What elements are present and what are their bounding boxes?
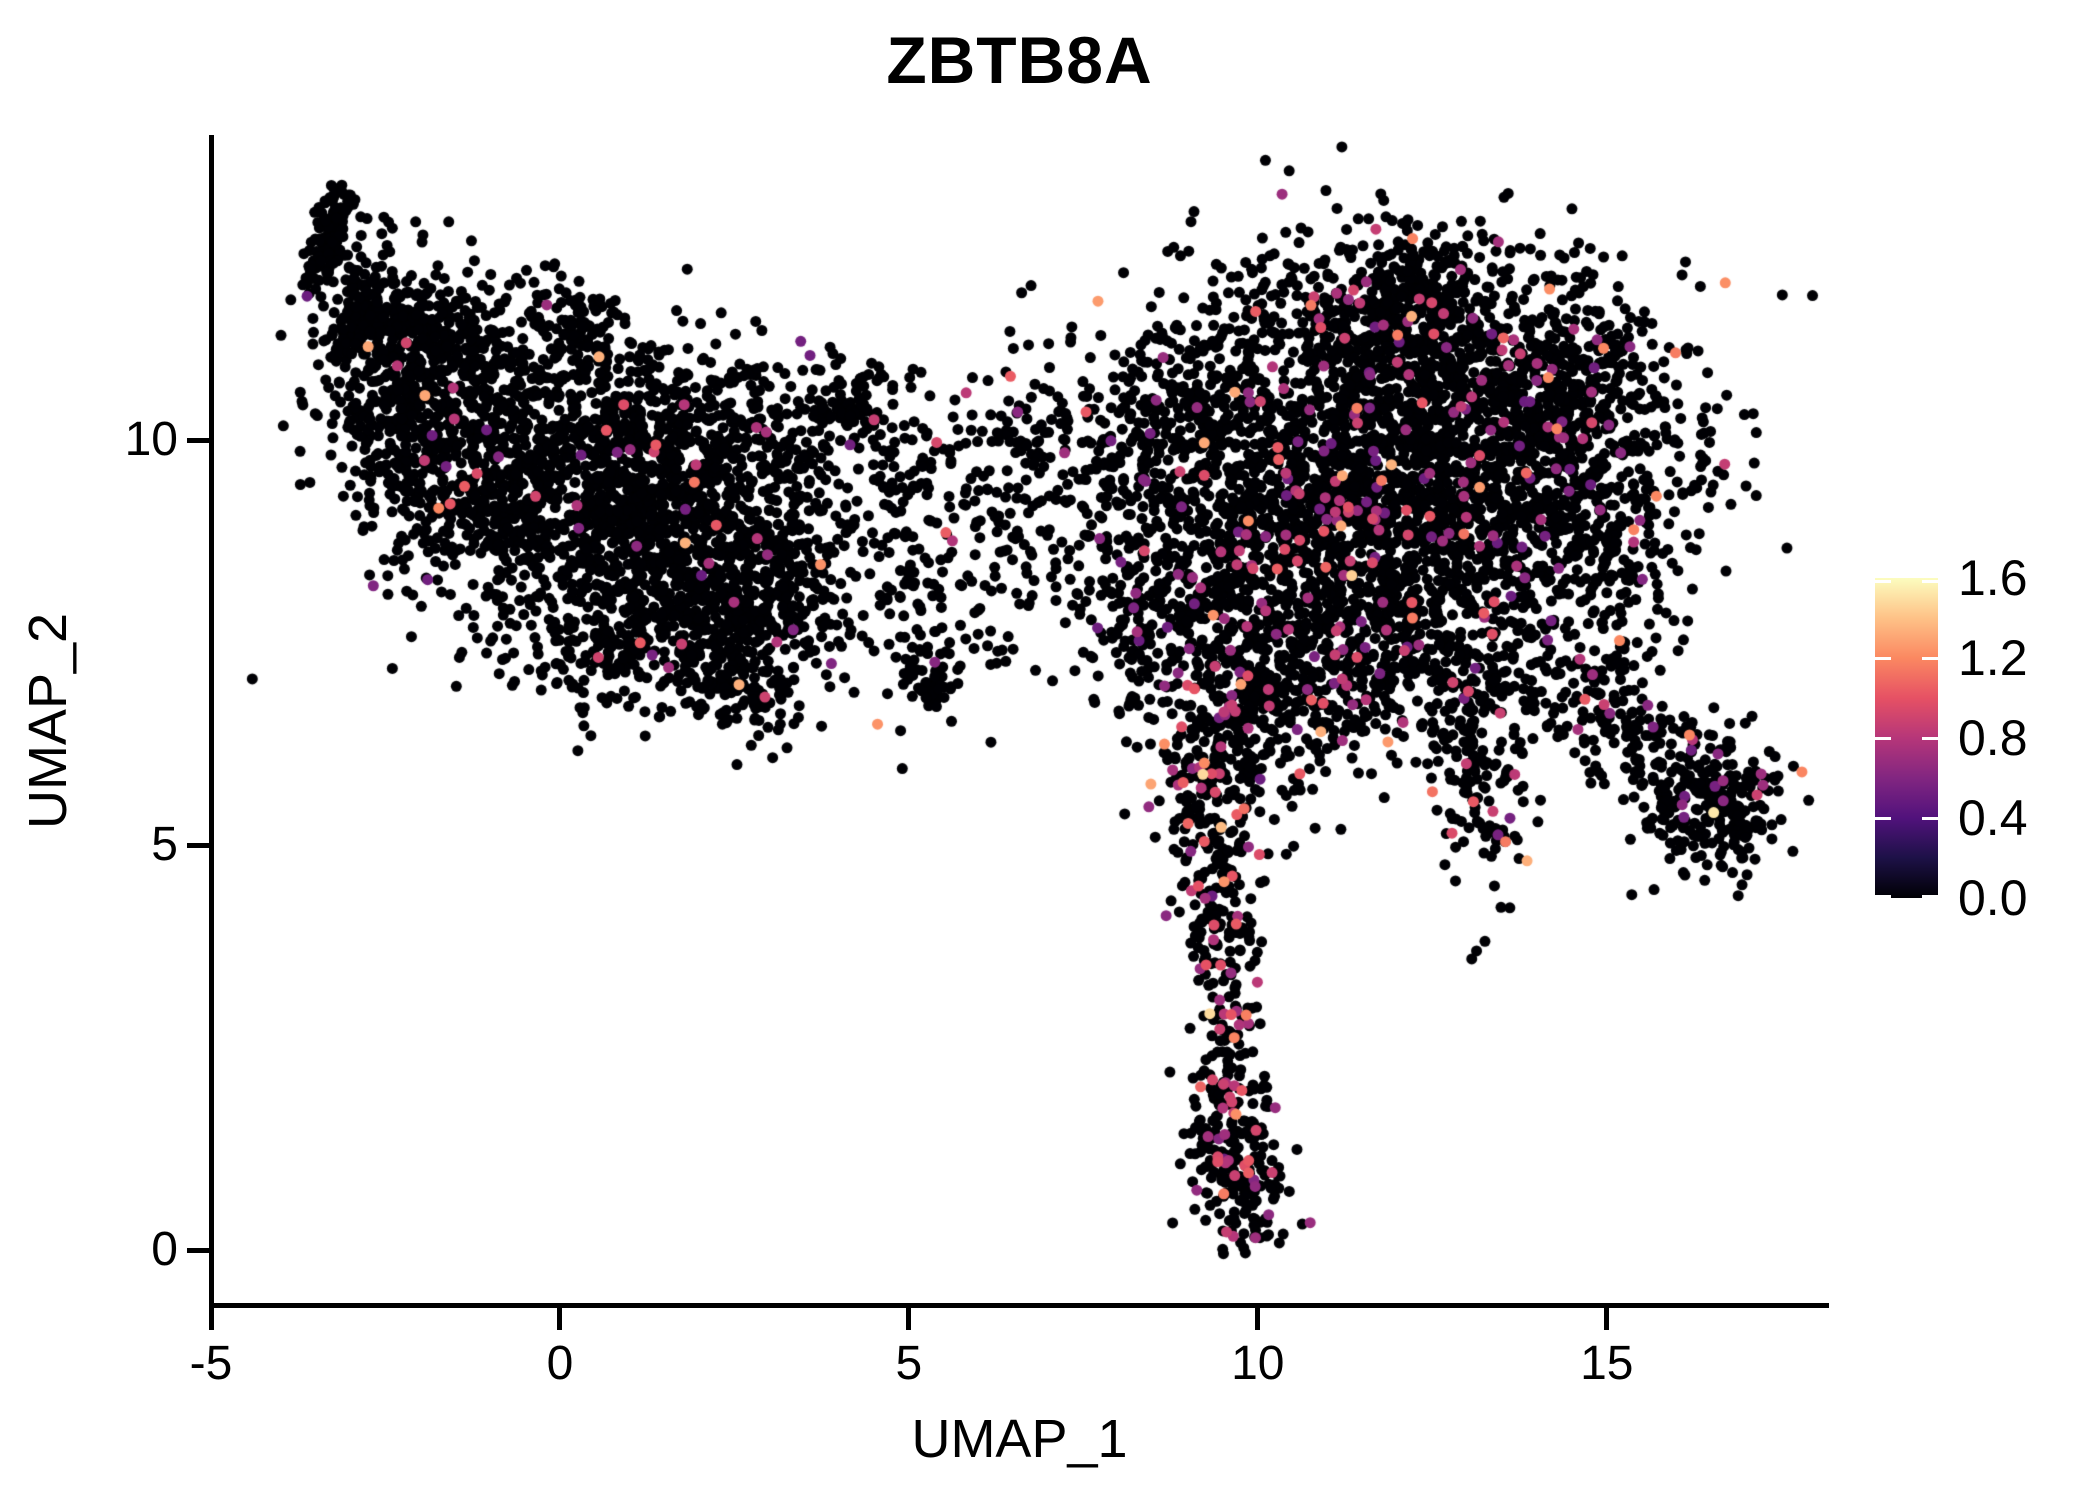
colorbar-tick-mark [1875,656,1891,660]
x-tick-mark [208,1308,214,1330]
x-axis-line [209,1303,1829,1308]
y-tick-mark [187,1247,209,1253]
colorbar-tick-label: 0.0 [1958,870,2028,926]
y-axis-title: UMAP_2 [18,612,78,830]
x-tick-label: 5 [895,1337,923,1390]
y-tick-label: 10 [124,413,178,467]
colorbar-tick-mark [1922,736,1938,740]
x-tick-label: -5 [189,1337,233,1390]
y-tick-label: 5 [151,818,178,872]
colorbar-tick-mark [1875,580,1891,583]
y-tick-mark [187,437,209,443]
colorbar-tick-mark [1875,736,1891,740]
x-tick-mark [1604,1308,1610,1330]
colorbar-tick-mark [1922,816,1938,820]
y-tick-label: 0 [151,1223,178,1277]
x-axis-title: UMAP_1 [911,1409,1128,1469]
colorbar-tick-mark [1922,580,1938,583]
x-tick-label: 15 [1580,1337,1634,1390]
colorbar-tick-mark [1922,895,1938,898]
x-tick-label: 0 [546,1337,574,1390]
colorbar-tick-label: 1.6 [1958,550,2028,606]
colorbar-tick-label: 0.8 [1958,710,2028,766]
x-tick-mark [557,1308,563,1330]
y-tick-mark [187,842,209,848]
colorbar-tick-mark [1875,895,1891,898]
x-tick-label: 10 [1231,1337,1285,1390]
x-tick-mark [906,1308,912,1330]
colorbar-tick-mark [1875,816,1891,820]
y-axis-line [209,135,214,1308]
colorbar-tick-label: 1.2 [1958,630,2028,686]
colorbar-tick-mark [1922,656,1938,660]
colorbar-tick-label: 0.4 [1958,790,2028,846]
plot-title: ZBTB8A [886,23,1153,97]
x-tick-mark [1255,1308,1261,1330]
